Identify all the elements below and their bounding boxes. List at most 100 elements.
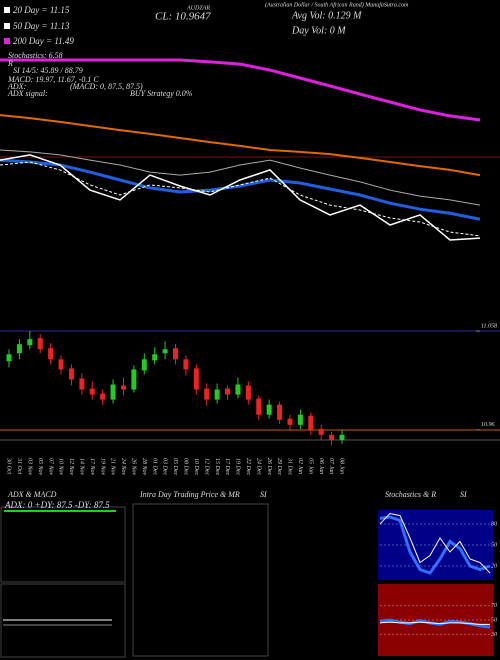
x-tick-label: 24 Nov [120,458,127,476]
annotation: 200 Day = 11.49 [13,36,74,46]
candle-body [235,384,241,395]
candle-body [329,434,335,440]
series-line [0,149,481,206]
candle-body [214,389,220,400]
candle-body [48,348,54,360]
annotation: ADX signal: [7,89,48,98]
annotation: CL: 10.9647 [155,11,211,23]
annotation: SI [460,490,467,499]
series-line [379,515,491,575]
macd-frame [0,583,126,658]
candle-body [297,414,303,425]
legend-swatch [4,23,10,29]
candle-body [225,388,231,395]
x-tick-label: 31 Oct [16,457,22,474]
candle-body [204,388,210,400]
y-tick-label: 10.96 [481,422,495,428]
annotation: (Australian Dollar / South African Rand)… [265,1,409,8]
annotation: 50 Day = 11.13 [13,21,70,31]
annotation: (MACD: 0, 87.5, 87.5) [70,82,143,91]
candle-body [266,404,272,415]
annotation: Stochastics: 6.58 [8,51,63,60]
annotation: Avg Vol: 0.129 M [291,10,362,21]
x-tick-label: 15 Dec [214,458,220,475]
annotation: ADX: [7,82,27,91]
x-tick-label: 03 Nov [26,458,32,476]
series-line [379,621,490,625]
annotation: AUDZAR [186,5,210,11]
adx-frame [0,506,126,583]
x-tick-label: 02 Jan [297,458,303,474]
x-tick-label: 19 Nov [99,458,105,476]
panel-title: SI [260,490,267,499]
candle-body [89,388,95,395]
x-tick-label: 12 Dec [203,458,209,475]
x-tick-label: 29 Dec [276,458,282,475]
candle-body [68,368,74,380]
candle-body [27,339,33,346]
candle-body [58,359,64,370]
candle-body [120,385,126,390]
candle-body [110,384,116,400]
y-tick-label: 50 [491,542,497,548]
x-tick-label: 05 Dec [172,458,178,475]
x-tick-label: 14 Nov [78,458,85,476]
series-line [379,512,491,574]
candle-body [100,393,106,400]
legend-swatch [4,7,10,13]
x-tick-label: 26 Dec [266,458,272,475]
y-tick-label: 50 [491,617,497,623]
x-tick-label: 01 Dec [151,458,157,475]
x-tick-label: 30 Oct [6,457,12,474]
series-line [0,161,481,237]
candle-body [308,415,314,430]
candle-body [256,398,262,415]
x-tick-label: 22 Dec [245,458,251,475]
y-tick-label: 30 [490,632,497,638]
candle-body [37,338,43,350]
candle-body [162,349,168,354]
candle-body [141,359,147,371]
panel-title: ADX & MACD [7,490,57,499]
candle-body [152,354,158,361]
candle-body [173,348,178,360]
annotation: Stochastics & R [385,490,436,499]
candle-body [6,354,12,362]
x-tick-label: 08 Jan [339,458,345,474]
annotation: MACD: 19.97, 11.67, -0.1 C [7,75,99,84]
x-tick-label: 07 Nov [47,458,53,476]
x-tick-label: 31 Dec [287,457,293,475]
panel-label: ADX: 0 +DY: 87.5 -DY: 87.5 [4,500,110,510]
panel-title: Intra Day Trading Price & MR [139,490,240,499]
candle-body [287,418,293,425]
candle-body [245,385,251,400]
x-tick-label: 05 Nov [37,458,43,476]
candle-body [79,378,85,390]
x-tick-label: 10 Dec [193,458,199,475]
x-tick-label: 10 Nov [58,458,64,476]
y-tick-label: 20 [491,563,497,569]
x-tick-label: 21 Nov [110,458,116,476]
series-line [0,158,481,221]
x-tick-label: 26 Nov [131,458,137,476]
annotation: SI 14/5: 45.89 / 88.79 [13,66,83,75]
series-line [0,114,481,177]
x-tick-label: 28 Nov [141,458,147,476]
x-tick-label: 19 Dec [235,458,241,475]
annotation: 20 Day = 11.15 [13,5,70,15]
legend-swatch [4,38,10,44]
candle-body [16,344,22,354]
y-tick-label: 70 [491,603,497,609]
candle-body [339,434,345,440]
series-line [0,58,481,122]
x-tick-label: 17 Nov [89,458,95,476]
series-line [0,154,481,241]
x-tick-label: 08 Dec [183,458,189,475]
annotation: BUY Strategy 0.0% [130,89,193,98]
annotation: R [7,59,13,68]
x-tick-label: 05 Jan [307,458,313,474]
panel-background [378,584,493,656]
candle-body [318,428,324,435]
